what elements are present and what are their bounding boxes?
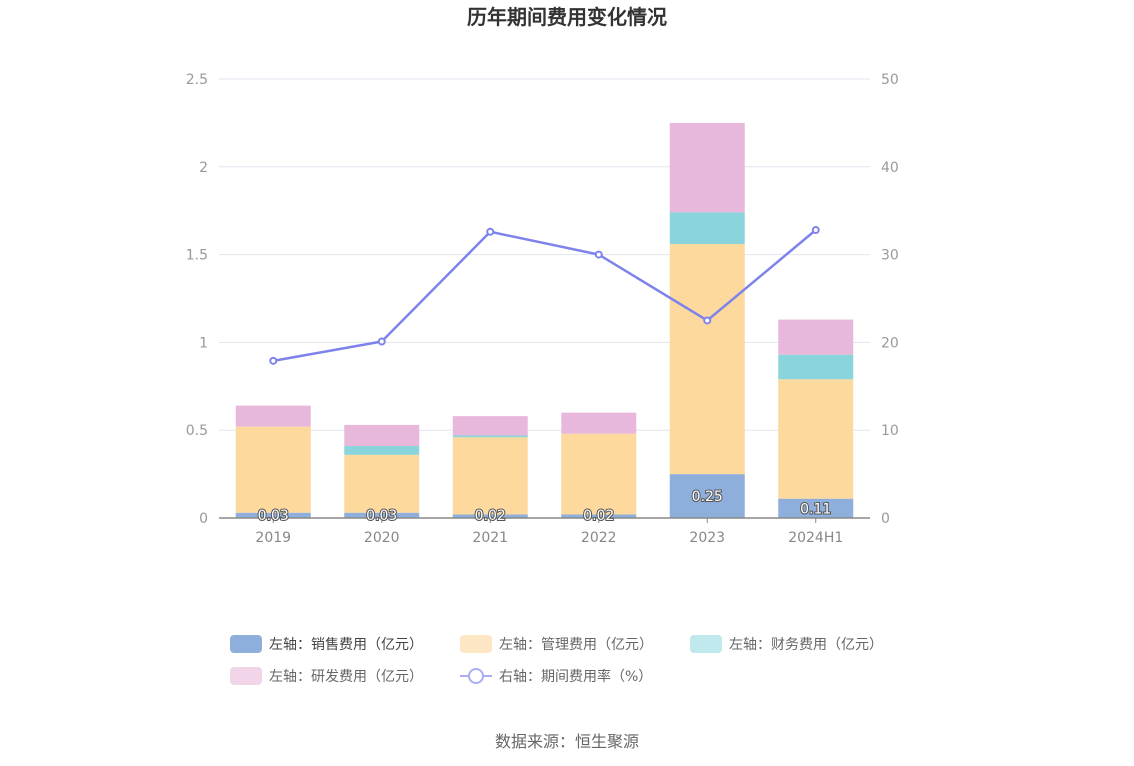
bar-segment	[452, 514, 528, 518]
rate-line-path	[273, 229, 817, 363]
left-tick-label: 1	[199, 335, 208, 351]
legend-label: 左轴：管理费用（亿元）	[499, 637, 653, 653]
bar-segment	[669, 244, 745, 475]
data-label: 0.02	[583, 508, 614, 524]
right-tick-label: 40	[881, 160, 899, 176]
bar-segment	[669, 122, 745, 213]
left-tick-label: 0.5	[186, 423, 208, 439]
source-text: 数据来源：恒生聚源	[495, 732, 639, 751]
bar-segment	[235, 512, 311, 518]
bar-segment	[561, 433, 637, 515]
rate-point	[703, 316, 712, 325]
rate-line	[269, 226, 820, 365]
legend-label: 右轴：期间费用率（%）	[499, 668, 652, 685]
x-tick-label: 2024H1	[788, 530, 843, 546]
bar-segment	[344, 446, 420, 455]
right-tick-label: 30	[881, 248, 899, 264]
data-label: 0.03	[258, 508, 289, 524]
bars	[235, 122, 854, 518]
x-axis-ticks: 2019 2020 2021 2022 2023 2024H1	[255, 518, 843, 546]
bar-segment	[344, 512, 420, 518]
legend-line-marker	[468, 668, 484, 684]
left-tick-label: 2.5	[186, 72, 208, 88]
left-axis-ticks: 0 0.5 1 1.5 2 2.5	[186, 72, 208, 527]
bar-segment	[778, 379, 854, 499]
bar-segment	[778, 354, 854, 380]
chart-title: 历年期间费用变化情况	[467, 5, 667, 29]
x-tick-label: 2022	[581, 530, 617, 546]
bar-segment	[778, 319, 854, 355]
bar-segment	[344, 454, 420, 513]
rate-point	[811, 226, 820, 235]
legend-label: 左轴：研发费用（亿元）	[269, 669, 423, 685]
bar-segment	[235, 405, 311, 427]
data-label: 0.25	[692, 489, 723, 505]
bar-segment	[344, 424, 420, 447]
bar-segment	[669, 212, 745, 245]
right-axis-ticks: 0 10 20 30 40 50	[881, 72, 899, 527]
bar-segment	[452, 435, 528, 438]
data-label: 0.11	[800, 501, 831, 517]
legend-swatch	[230, 635, 262, 653]
legend: 左轴：销售费用（亿元） 左轴：管理费用（亿元） 左轴：财务费用（亿元） 左轴：研发费用…	[230, 635, 883, 685]
legend-swatch	[690, 635, 722, 653]
right-tick-label: 0	[881, 511, 890, 527]
right-tick-label: 10	[881, 423, 899, 439]
legend-swatch	[230, 667, 262, 685]
x-tick-label: 2019	[255, 530, 291, 546]
bar-segment	[561, 514, 637, 518]
data-labels: 0.03 0.03 0.02 0.02 0.25 0.11	[257, 488, 833, 525]
bar-segment	[235, 426, 311, 513]
left-tick-label: 1.5	[186, 248, 208, 264]
legend-swatch	[460, 635, 492, 653]
x-tick-label: 2020	[364, 530, 400, 546]
legend-label: 左轴：销售费用（亿元）	[269, 637, 423, 653]
rate-point	[269, 356, 278, 365]
right-tick-label: 50	[881, 72, 899, 88]
x-tick-label: 2023	[689, 530, 725, 546]
rate-point	[594, 250, 603, 259]
grid	[219, 78, 870, 431]
data-label: 0.02	[475, 508, 506, 524]
bar-segment	[452, 437, 528, 515]
x-tick-label: 2021	[472, 530, 508, 546]
rate-point	[486, 227, 495, 236]
bar-segment	[778, 498, 854, 518]
bar-segment	[452, 416, 528, 436]
bar-segment	[561, 412, 637, 434]
bar-segment	[669, 474, 745, 518]
right-tick-label: 20	[881, 335, 899, 351]
left-tick-label: 0	[199, 511, 208, 527]
rate-point	[377, 337, 386, 346]
legend-label: 左轴：财务费用（亿元）	[729, 637, 883, 653]
data-label: 0.03	[366, 508, 397, 524]
left-tick-label: 2	[199, 160, 208, 176]
